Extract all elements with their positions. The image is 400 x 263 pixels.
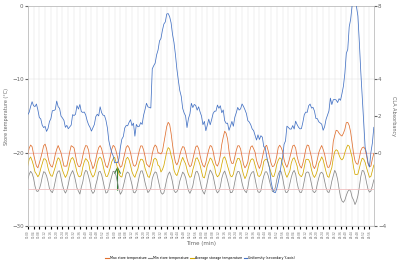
Y-axis label: Store temperature (°C): Store temperature (°C) [4, 88, 9, 145]
Y-axis label: CLA Absorbancy: CLA Absorbancy [391, 96, 396, 136]
Legend: Max store temperature, Min store temperature, Average storage temperature, Unifo: Max store temperature, Min store tempera… [104, 255, 296, 261]
X-axis label: Time (min): Time (min) [186, 241, 216, 246]
